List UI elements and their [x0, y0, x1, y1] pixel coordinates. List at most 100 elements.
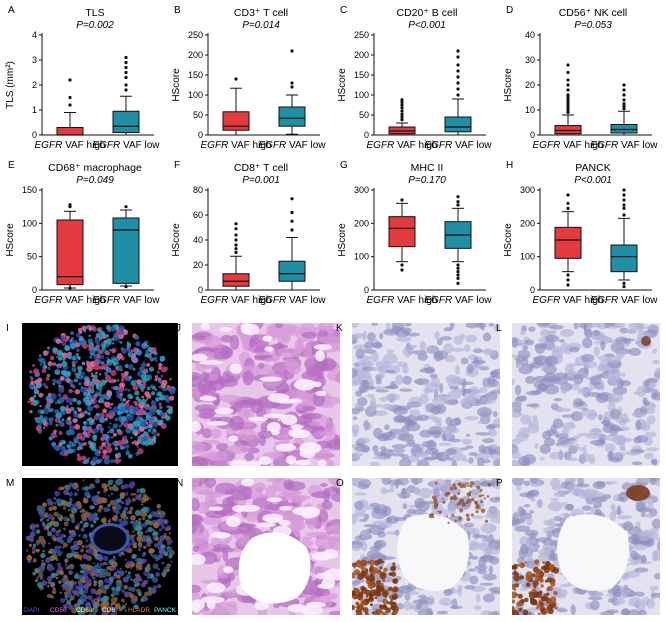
x-tick-label: EGFR VAF high — [533, 140, 604, 151]
outlier-point — [622, 198, 626, 202]
outlier-point — [124, 55, 128, 60]
x-tick-label: EGFR VAF low — [92, 140, 160, 151]
y-tick-label: 50 — [193, 110, 203, 120]
y-tick-label: 150 — [188, 70, 203, 80]
y-tick-label: 20 — [525, 80, 535, 90]
outlier-point — [456, 263, 460, 267]
outlier-point — [68, 103, 72, 107]
iqr-box — [112, 217, 140, 284]
y-tick-label: 0 — [530, 130, 535, 140]
p-value: P=0.049 — [76, 175, 114, 186]
outlier-point — [456, 55, 460, 59]
outlier-point — [456, 195, 460, 199]
iqr-box — [610, 124, 638, 134]
outlier-point — [566, 108, 570, 112]
y-tick-label: 4 — [32, 30, 37, 40]
x-tick-label: EGFR VAF low — [92, 295, 160, 306]
image-panel-k: K — [336, 323, 500, 466]
outlier-point — [234, 222, 238, 226]
panel-letter: B — [174, 5, 181, 16]
outlier-point — [124, 75, 128, 80]
panel-letter: M — [6, 478, 14, 489]
y-tick-label: 100 — [520, 252, 535, 262]
p-value: P<0.001 — [574, 175, 612, 186]
outlier-point — [622, 93, 626, 97]
box-low — [278, 49, 306, 135]
y-tick-label: 100 — [188, 90, 203, 100]
outlier-point — [124, 60, 128, 65]
panel-letter: D — [506, 5, 513, 16]
outlier-point — [290, 210, 294, 215]
outlier-point — [622, 213, 626, 217]
legend-label-panck: PANCK — [154, 607, 177, 614]
outlier-point — [124, 205, 128, 209]
outlier-point — [566, 78, 570, 82]
x-tick-label: EGFR VAF high — [35, 140, 106, 151]
outlier-point — [290, 81, 294, 85]
panel-letter: E — [8, 160, 15, 171]
y-tick-label: 150 — [354, 70, 369, 80]
outlier-point — [68, 203, 72, 207]
outlier-point — [622, 285, 626, 289]
outlier-point — [622, 104, 626, 108]
panel-title: CD56⁺ NK cell — [559, 7, 628, 19]
y-axis-label: HScore — [171, 68, 182, 102]
box-low — [610, 188, 638, 289]
box-high — [56, 78, 84, 136]
panel-title: CD68⁺ macrophage — [48, 162, 142, 174]
iqr-box — [278, 106, 306, 127]
outlier-point — [400, 98, 404, 102]
outlier-point — [566, 283, 570, 287]
outlier-point — [566, 63, 570, 67]
y-tick-label: 80 — [193, 185, 203, 195]
outlier-point — [456, 203, 460, 207]
y-axis-label: HScore — [337, 68, 348, 102]
y-tick-label: 0 — [364, 285, 369, 295]
outlier-point — [566, 105, 570, 110]
x-tick-label: EGFR VAF high — [533, 295, 604, 306]
box-high — [554, 63, 582, 136]
outlier-point — [456, 93, 460, 97]
iqr-box — [222, 273, 250, 287]
panel-letter: P — [496, 478, 503, 489]
y-tick-label: 20 — [193, 260, 203, 270]
outlier-point — [456, 200, 460, 204]
iqr-box — [388, 216, 416, 248]
legend-label-cd56: CD56 — [50, 607, 67, 614]
outlier-point — [566, 95, 570, 100]
image-panel-o: O — [336, 478, 500, 615]
outlier-point — [622, 88, 626, 92]
image-panel-j: J — [176, 323, 340, 466]
outlier-point — [68, 286, 72, 290]
outlier-point — [622, 83, 626, 87]
iqr-box — [222, 111, 250, 131]
outlier-point — [622, 193, 626, 197]
legend-label-cd8: CD8 — [102, 607, 115, 614]
y-axis-label: HScore — [5, 223, 16, 257]
iqr-box — [278, 260, 306, 282]
outlier-point — [622, 206, 626, 210]
outlier-point — [68, 95, 72, 100]
panel-letter: L — [496, 323, 502, 334]
outlier-point — [456, 87, 460, 91]
image-panel-m: M DAPI CD56 CD68 CD8 HLADR PANCK — [6, 478, 178, 615]
iqr-box — [554, 226, 582, 259]
y-tick-label: 2 — [32, 80, 37, 90]
outlier-point — [622, 281, 626, 285]
y-tick-label: 300 — [354, 185, 369, 195]
y-tick-label: 200 — [354, 50, 369, 60]
x-tick-label: EGFR VAF low — [590, 140, 658, 151]
y-tick-label: 0 — [364, 130, 369, 140]
panel-title: PANCK — [575, 162, 610, 174]
outlier-point — [400, 198, 404, 202]
box-high — [388, 198, 416, 272]
y-axis-label: TLS (mm²) — [5, 61, 16, 109]
outlier-point — [566, 98, 570, 102]
panel-letter: G — [340, 160, 348, 171]
legend-label-dapi: DAPI — [24, 607, 39, 614]
